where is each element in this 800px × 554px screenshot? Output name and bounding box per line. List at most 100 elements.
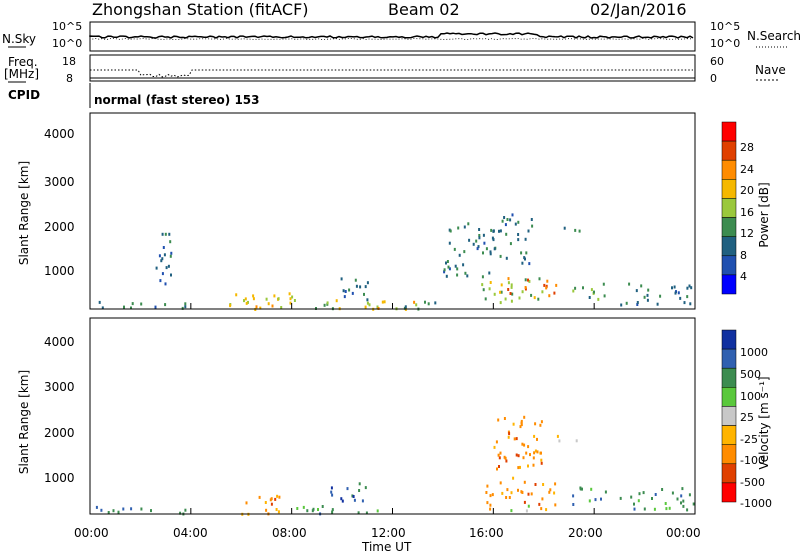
power-cbar-tick: 4 bbox=[740, 270, 747, 283]
velocity-echo bbox=[264, 501, 267, 504]
velocity-echo bbox=[572, 503, 575, 506]
power-echo bbox=[517, 233, 520, 236]
velocity-echo bbox=[489, 507, 492, 511]
velocity-echo bbox=[532, 463, 535, 467]
velocity-ytick: 1000 bbox=[44, 471, 75, 485]
power-echo bbox=[123, 305, 125, 309]
power-echo bbox=[548, 294, 551, 298]
velocity-colorbar-swatch bbox=[721, 387, 737, 407]
freq-tick-top: 18 bbox=[62, 55, 76, 68]
velocity-echo bbox=[539, 423, 542, 427]
velocity-echo bbox=[491, 493, 494, 497]
power-colorbar-swatch bbox=[721, 198, 737, 218]
velocity-echo bbox=[489, 503, 492, 507]
power-echo bbox=[646, 293, 649, 297]
velocity-echo bbox=[515, 453, 518, 457]
cpid-label: CPID bbox=[8, 88, 41, 102]
velocity-echo bbox=[306, 509, 309, 513]
velocity-echo bbox=[503, 417, 506, 420]
velocity-echo bbox=[486, 484, 489, 488]
velocity-echo bbox=[520, 421, 523, 425]
power-echo bbox=[289, 301, 292, 305]
velocity-echo bbox=[302, 505, 305, 509]
velocity-echo bbox=[651, 497, 653, 500]
velocity-echo bbox=[522, 456, 525, 460]
velocity-colorbar-swatch bbox=[721, 348, 737, 369]
power-echo bbox=[499, 254, 502, 258]
power-panel-frame bbox=[89, 112, 696, 310]
power-echo bbox=[447, 265, 450, 269]
velocity-colorbar-swatch bbox=[721, 406, 737, 426]
power-echo bbox=[159, 279, 162, 283]
power-echo bbox=[688, 284, 691, 288]
velocity-echo bbox=[676, 497, 679, 501]
power-echo bbox=[505, 256, 508, 260]
power-echo bbox=[597, 297, 600, 301]
power-echo bbox=[537, 297, 540, 301]
power-echo bbox=[161, 232, 164, 236]
velocity-echo bbox=[358, 489, 361, 492]
velocity-echo bbox=[265, 508, 268, 512]
power-echo bbox=[445, 261, 447, 265]
velocity-echo bbox=[523, 500, 526, 504]
velocity-echo bbox=[100, 508, 103, 512]
power-echo bbox=[499, 229, 502, 233]
velocity-echo bbox=[534, 449, 537, 453]
x-tick: 00:00 bbox=[666, 526, 701, 540]
velocity-echo bbox=[495, 440, 498, 444]
velocity-echo bbox=[680, 501, 682, 505]
power-echo bbox=[243, 299, 245, 303]
velocity-cbar-tick: 25 bbox=[740, 411, 754, 424]
power-echo bbox=[289, 297, 292, 301]
power-echo bbox=[326, 301, 329, 305]
velocity-echo bbox=[534, 483, 537, 486]
power-echo bbox=[348, 288, 351, 292]
velocity-echo bbox=[520, 423, 523, 427]
nsky-label: N.Sky bbox=[2, 32, 37, 46]
power-echo bbox=[255, 305, 258, 309]
power-echo bbox=[671, 286, 673, 290]
power-echo bbox=[501, 219, 504, 223]
power-echo bbox=[323, 303, 326, 307]
nsky-trace bbox=[89, 32, 694, 39]
power-echo bbox=[524, 286, 527, 289]
power-echo bbox=[563, 226, 566, 230]
power-echo bbox=[647, 288, 650, 292]
power-echo bbox=[364, 305, 367, 309]
power-echo bbox=[340, 277, 343, 281]
velocity-echo bbox=[536, 437, 538, 441]
velocity-echo bbox=[499, 451, 502, 455]
nave-label: Nave bbox=[755, 63, 786, 77]
velocity-echo bbox=[653, 507, 656, 511]
freq-label: Freq. bbox=[8, 55, 38, 69]
power-echo bbox=[458, 253, 461, 257]
power-echo bbox=[636, 301, 639, 304]
power-echo bbox=[355, 284, 358, 288]
velocity-echo bbox=[688, 493, 691, 497]
velocity-echo bbox=[499, 481, 502, 485]
power-echo bbox=[488, 287, 491, 291]
power-echo bbox=[383, 300, 386, 304]
power-echo bbox=[509, 218, 512, 222]
power-echo bbox=[427, 302, 430, 306]
velocity-echo bbox=[540, 461, 543, 465]
power-echo bbox=[366, 298, 369, 302]
velocity-echo bbox=[512, 476, 515, 480]
power-echo bbox=[277, 297, 280, 301]
velocity-echo bbox=[588, 499, 591, 503]
power-echo bbox=[620, 303, 623, 307]
power-echo bbox=[533, 296, 536, 300]
power-colorbar-swatch bbox=[721, 159, 737, 180]
power-echo bbox=[493, 247, 496, 251]
velocity-echo bbox=[361, 499, 364, 503]
power-echo bbox=[545, 284, 548, 288]
power-echo bbox=[530, 218, 533, 221]
power-echo bbox=[181, 306, 184, 310]
velocity-echo bbox=[590, 487, 593, 491]
velocity-echo bbox=[533, 434, 536, 438]
power-echo bbox=[477, 245, 480, 249]
power-echo bbox=[482, 288, 485, 292]
power-echo bbox=[485, 247, 488, 251]
power-echo bbox=[170, 251, 173, 255]
velocity-echo bbox=[661, 488, 664, 491]
